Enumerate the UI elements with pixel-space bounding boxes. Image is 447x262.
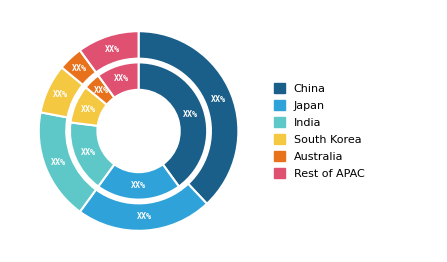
Text: XX%: XX%: [93, 86, 109, 95]
Wedge shape: [86, 75, 114, 105]
Wedge shape: [80, 184, 207, 231]
Wedge shape: [70, 122, 114, 187]
Text: XX%: XX%: [114, 74, 129, 83]
Text: XX%: XX%: [81, 105, 96, 114]
Text: XX%: XX%: [105, 45, 119, 54]
Text: XX%: XX%: [211, 95, 226, 104]
Wedge shape: [98, 164, 179, 200]
Wedge shape: [139, 62, 207, 187]
Wedge shape: [71, 87, 107, 126]
Text: XX%: XX%: [131, 181, 146, 190]
Text: XX%: XX%: [53, 90, 68, 99]
Wedge shape: [39, 112, 96, 212]
Legend: China, Japan, India, South Korea, Australia, Rest of APAC: China, Japan, India, South Korea, Austra…: [274, 83, 364, 179]
Wedge shape: [139, 31, 238, 204]
Text: XX%: XX%: [136, 212, 152, 221]
Wedge shape: [80, 31, 139, 73]
Wedge shape: [62, 50, 96, 85]
Text: XX%: XX%: [72, 64, 87, 73]
Text: XX%: XX%: [81, 148, 96, 157]
Wedge shape: [98, 62, 139, 98]
Text: XX%: XX%: [51, 158, 66, 167]
Text: XX%: XX%: [183, 110, 198, 118]
Wedge shape: [41, 67, 83, 117]
